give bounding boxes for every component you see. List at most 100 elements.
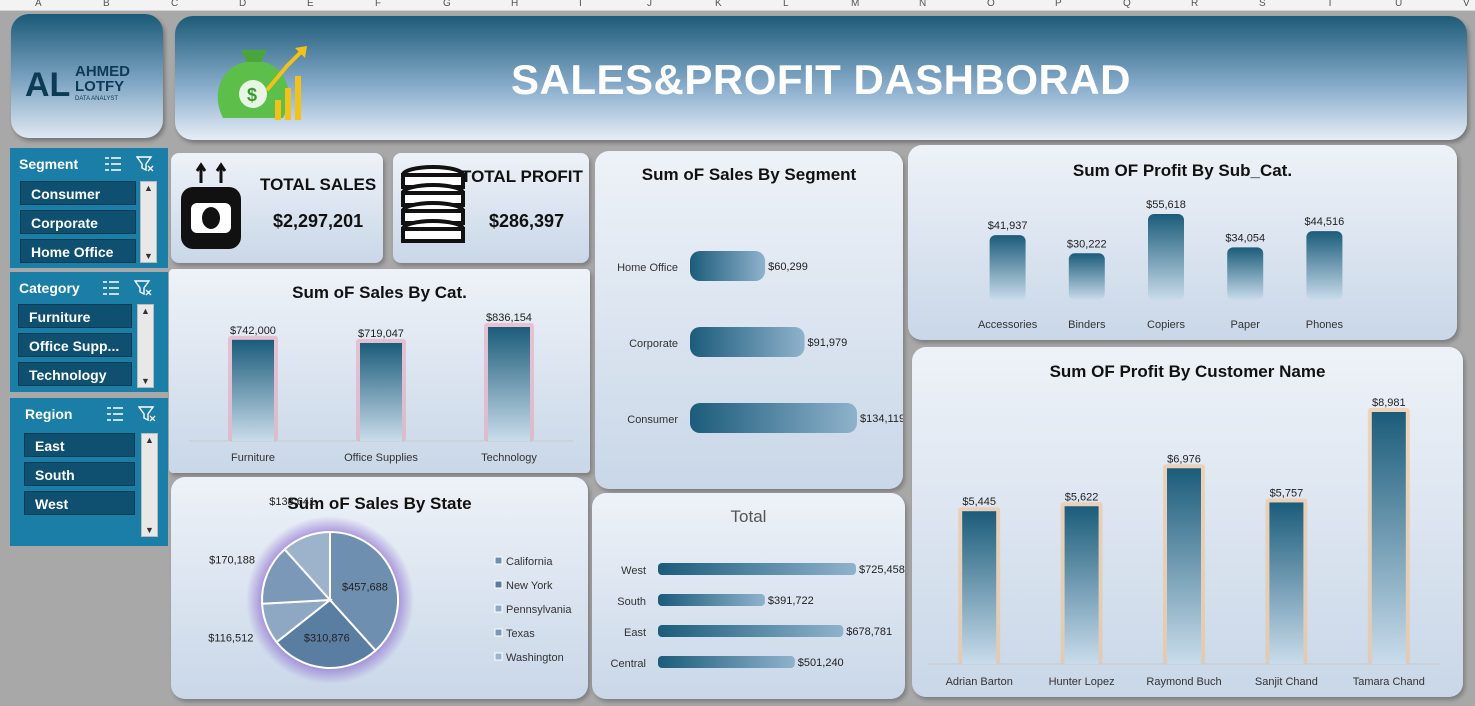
column-header-l[interactable]: L xyxy=(783,0,789,9)
data-label: $457,688 xyxy=(342,582,388,594)
slicer-item-east[interactable]: East xyxy=(24,433,135,457)
column-header-s[interactable]: S xyxy=(1259,0,1266,9)
category-label: Consumer xyxy=(627,414,678,426)
column-header-c[interactable]: C xyxy=(171,0,179,9)
slicer-scrollbar[interactable]: ▲ ▼ xyxy=(140,181,157,263)
column-header-n[interactable]: N xyxy=(919,0,927,9)
clear-filter-icon[interactable] xyxy=(134,280,152,296)
bar xyxy=(658,594,765,606)
column-header-i[interactable]: I xyxy=(579,0,582,9)
sales-outlet-icon xyxy=(181,162,241,249)
bar xyxy=(989,235,1026,300)
column-header-k[interactable]: K xyxy=(715,0,722,9)
legend-swatch xyxy=(494,604,503,613)
category-label: Copiers xyxy=(1147,319,1185,331)
column-header-b[interactable]: B xyxy=(103,0,110,9)
data-label: $391,722 xyxy=(768,595,814,607)
logo-panel: AL AHMED LOTFY DATA ANALYST xyxy=(11,14,163,138)
category-label: West xyxy=(621,565,646,577)
multi-select-icon[interactable] xyxy=(102,280,120,296)
column-header-t[interactable]: T xyxy=(1327,0,1334,9)
data-label: $55,618 xyxy=(1146,199,1186,211)
column-header-a[interactable]: A xyxy=(35,0,42,9)
chart-title: Sum OF Profit By Customer Name xyxy=(1049,362,1326,381)
data-label: $134,119 xyxy=(860,413,903,425)
chart-profit-by-customer-plot: $5,445 Adrian Barton $5,622 Hunter Lopez $6,… xyxy=(928,397,1440,688)
legend-swatch xyxy=(494,580,503,589)
bar xyxy=(962,511,997,664)
bar xyxy=(1269,502,1304,664)
chart-title: Sum oF Sales By State xyxy=(287,494,472,513)
slicer-item-office-supplies[interactable]: Office Supp... xyxy=(18,333,132,357)
multi-select-icon[interactable] xyxy=(106,406,124,422)
chart-title: Total xyxy=(730,507,767,526)
column-header-r[interactable]: R xyxy=(1191,0,1199,9)
chart-sales-by-state: Sum oF Sales By State $457,688 $310,876 $1… xyxy=(171,477,588,699)
legend-swatch xyxy=(494,652,503,661)
slicer-region[interactable]: Region East South West ▲ ▼ xyxy=(10,398,168,546)
logo-mark: AL AHMED LOTFY DATA ANALYST xyxy=(25,63,130,104)
bar xyxy=(232,339,274,441)
column-header-o[interactable]: O xyxy=(987,0,995,9)
data-label: $742,000 xyxy=(230,325,276,337)
clear-filter-icon[interactable] xyxy=(136,156,154,172)
category-label: East xyxy=(624,627,646,639)
data-label: $725,458 xyxy=(859,564,905,576)
category-label: Binders xyxy=(1068,319,1106,331)
slicer-scrollbar[interactable]: ▲ ▼ xyxy=(137,304,154,388)
money-bag-growth-icon: $ xyxy=(217,46,307,120)
dashboard-title: SALES&PROFIT DASHBORAD xyxy=(510,56,1132,103)
column-header-e[interactable]: E xyxy=(307,0,314,9)
slicer-segment[interactable]: Segment Consumer Corporate Home Office ▲… xyxy=(10,148,168,268)
column-header-m[interactable]: M xyxy=(851,0,860,9)
slicer-scrollbar[interactable]: ▲ ▼ xyxy=(141,433,158,537)
kpi-profit-label: TOTAL PROFIT xyxy=(461,167,583,186)
slicer-item-consumer[interactable]: Consumer xyxy=(20,181,136,205)
column-header-h[interactable]: H xyxy=(511,0,519,9)
chart-sales-by-region: Total $725,458 West $391,722 South $678,781 E… xyxy=(592,493,905,699)
pie-slice xyxy=(329,530,399,652)
bar xyxy=(1371,412,1406,664)
clear-filter-icon[interactable] xyxy=(138,406,156,422)
column-header-q[interactable]: Q xyxy=(1123,0,1131,9)
slicer-item-corporate[interactable]: Corporate xyxy=(20,210,136,234)
pie-slice xyxy=(275,598,377,669)
slicer-item-south[interactable]: South xyxy=(24,462,135,486)
column-header-p[interactable]: P xyxy=(1055,0,1062,9)
slicer-category[interactable]: Category Furniture Office Supp... Techno… xyxy=(10,272,168,392)
bar xyxy=(360,342,402,441)
kpi-total-profit-card: TOTAL PROFIT $286,397 xyxy=(393,153,589,263)
column-header-d[interactable]: D xyxy=(239,0,247,9)
category-label: Tamara Chand xyxy=(1353,676,1425,688)
bar xyxy=(488,327,530,441)
chart-sales-by-segment: Sum oF Sales By Segment $60,299 Home Offi… xyxy=(595,151,903,489)
column-header-f[interactable]: F xyxy=(375,0,382,9)
data-label: $60,299 xyxy=(768,261,808,273)
multi-select-icon[interactable] xyxy=(104,156,122,172)
slicer-item-technology[interactable]: Technology xyxy=(18,362,132,386)
pie-slice xyxy=(261,547,333,605)
bar xyxy=(690,251,766,281)
category-label: Home Office xyxy=(617,262,678,274)
data-label: $91,979 xyxy=(808,337,848,349)
slicer-item-west[interactable]: West xyxy=(24,491,135,515)
bar xyxy=(1227,247,1264,300)
logo-line2: LOTFY xyxy=(75,78,124,95)
column-header-u[interactable]: U xyxy=(1395,0,1403,9)
column-header-v[interactable]: V xyxy=(1463,0,1470,9)
legend-label: Texas xyxy=(506,628,535,640)
slicer-category-title: Category xyxy=(19,280,80,296)
column-header-g[interactable]: G xyxy=(443,0,451,9)
slicer-item-home-office[interactable]: Home Office xyxy=(20,239,136,263)
slicer-item-furniture[interactable]: Furniture xyxy=(18,304,132,328)
legend-label: California xyxy=(506,556,553,568)
legend-label: Pennsylvania xyxy=(506,604,572,616)
column-header-j[interactable]: J xyxy=(647,0,652,9)
slicer-region-title: Region xyxy=(25,406,73,422)
category-label: Accessories xyxy=(978,319,1038,331)
chart-profit-by-subcategory-plot: $41,937 Accessories $30,222 Binders $55,618 C… xyxy=(978,199,1344,331)
bar xyxy=(658,625,844,637)
data-label: $116,512 xyxy=(208,632,253,644)
pie-slice xyxy=(283,530,331,603)
logo-line3: DATA ANALYST xyxy=(75,96,118,102)
